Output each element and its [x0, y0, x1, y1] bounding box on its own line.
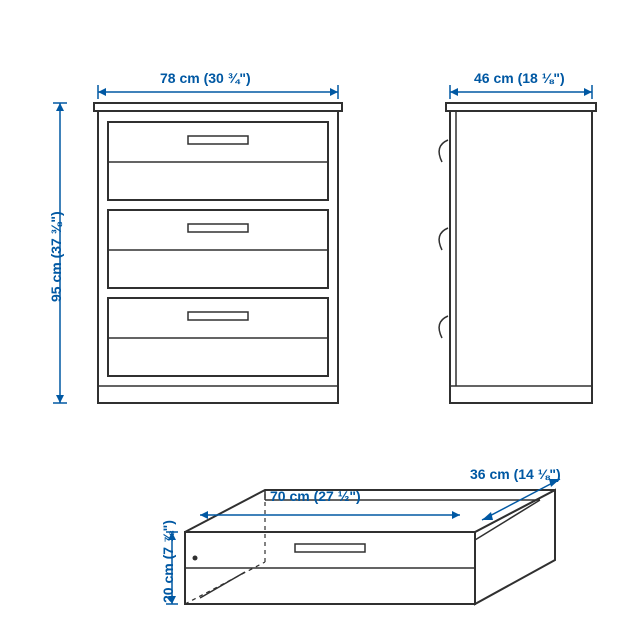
drawer-iso — [166, 479, 560, 604]
label-drawer-height: 20 cm (7 ⅞") — [160, 520, 176, 603]
label-width-front: 78 cm (30 ¾") — [160, 70, 251, 86]
label-drawer-depth: 36 cm (14 ⅛") — [470, 466, 561, 482]
dim-width-front — [98, 85, 338, 99]
dim-depth-side — [450, 85, 592, 99]
side-view — [439, 85, 596, 403]
label-depth-side: 46 cm (18 ⅛") — [474, 70, 565, 86]
front-view — [53, 85, 342, 403]
label-height-front: 95 cm (37 ⅜") — [48, 211, 64, 302]
label-drawer-width: 70 cm (27 ½") — [270, 488, 361, 504]
